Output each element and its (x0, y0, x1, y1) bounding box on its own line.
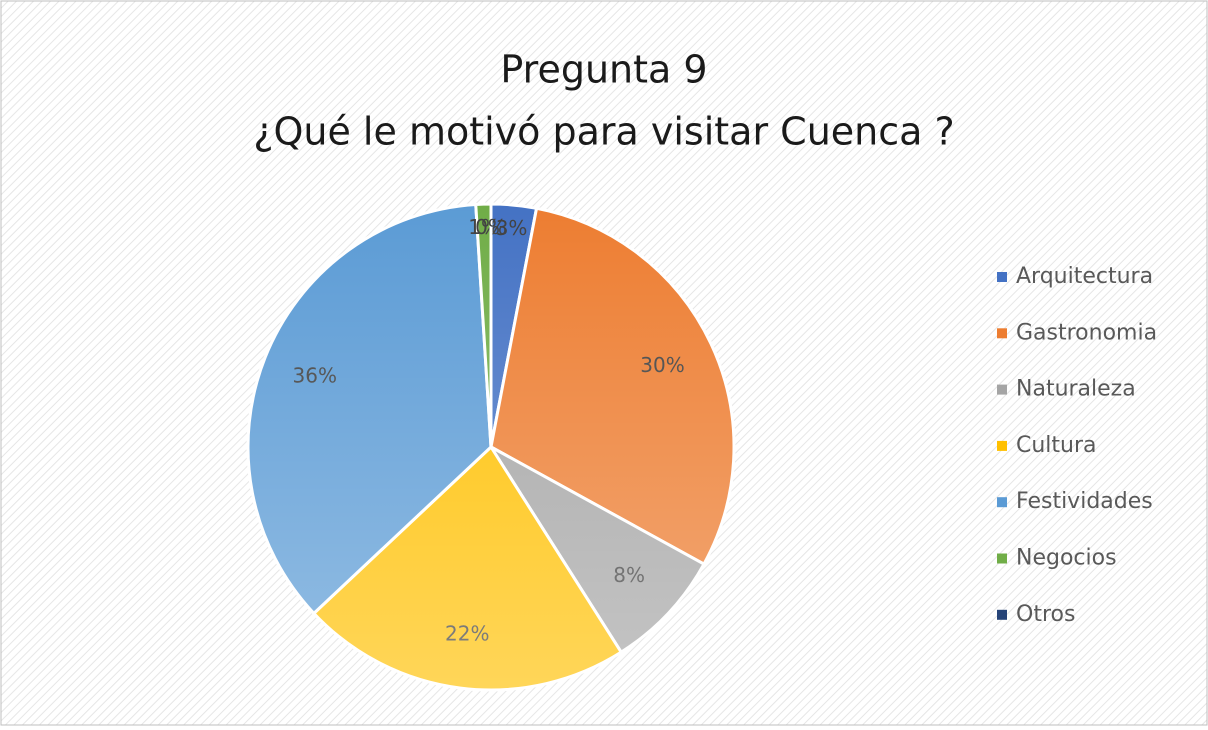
legend-swatch (997, 440, 1007, 451)
legend-label: Gastronomia (1016, 320, 1157, 345)
legend-label: Festividades (1016, 489, 1153, 514)
legend-label: Negocios (1016, 546, 1117, 571)
data-label: 22% (445, 622, 489, 646)
data-label: 30% (640, 353, 684, 377)
legend-label: Cultura (1016, 433, 1097, 458)
legend-swatch (997, 384, 1007, 395)
chart-title: Pregunta 9 (500, 48, 707, 92)
data-label: 8% (613, 563, 645, 587)
data-label: 36% (293, 364, 337, 388)
legend-swatch (997, 609, 1007, 620)
chart-title: ¿Qué le motivó para visitar Cuenca ? (253, 110, 954, 154)
legend-swatch (997, 553, 1007, 564)
legend-swatch (997, 272, 1007, 282)
legend-label: Arquitectura (1016, 264, 1153, 289)
legend-swatch (997, 497, 1007, 508)
legend-swatch (997, 328, 1007, 339)
legend-label: Otros (1016, 602, 1075, 627)
legend-label: Naturaleza (1016, 377, 1136, 402)
data-label: 0% (475, 215, 507, 239)
